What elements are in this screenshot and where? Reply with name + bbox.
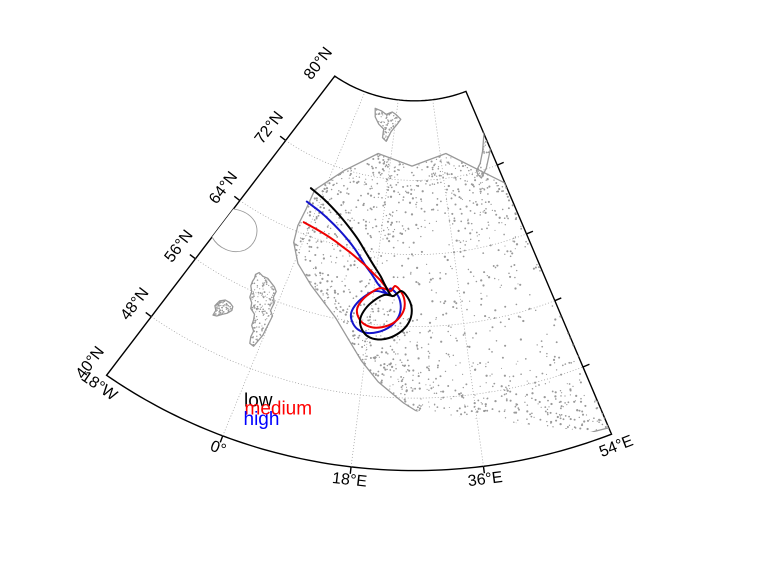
- svg-text:high: high: [244, 409, 280, 430]
